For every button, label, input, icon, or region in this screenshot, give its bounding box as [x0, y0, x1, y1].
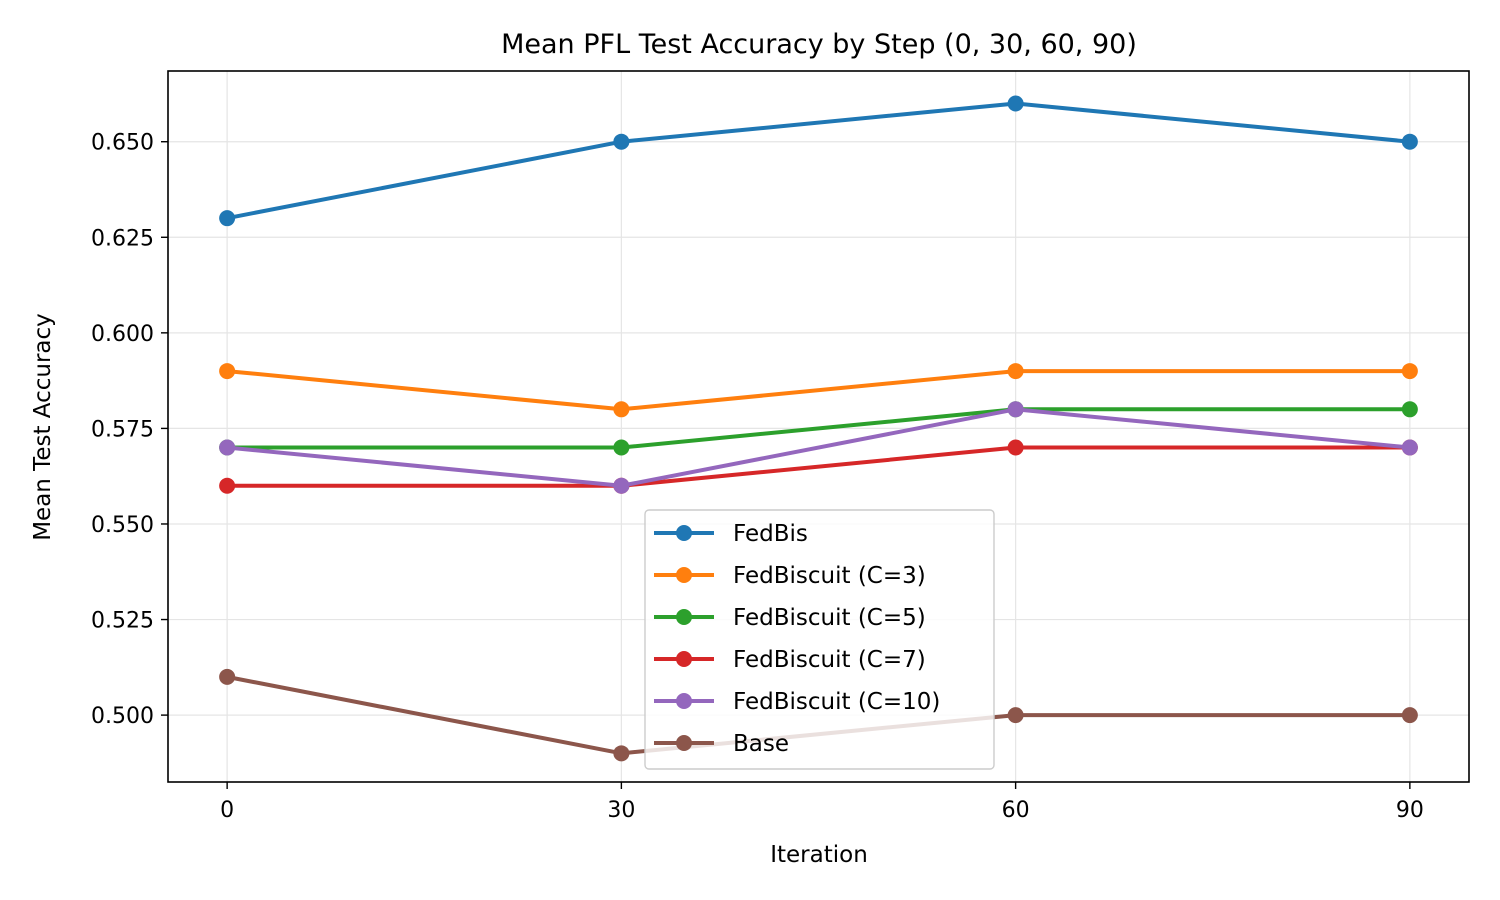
legend-item: FedBis [654, 521, 808, 547]
y-tick-label: 0.600 [91, 322, 154, 347]
data-point [219, 477, 236, 494]
data-point [219, 363, 236, 380]
series-4 [219, 401, 1418, 494]
grid-layer [168, 71, 1469, 782]
series-line [225, 445, 1412, 488]
data-point [1007, 707, 1024, 724]
x-tick-label: 90 [1396, 798, 1424, 823]
legend-item: FedBiscuit (C=10) [654, 689, 940, 715]
data-point [219, 210, 236, 227]
series-line [225, 369, 1412, 412]
x-axis-title: Iteration [770, 842, 868, 868]
data-point [1401, 439, 1418, 456]
series-1 [219, 363, 1418, 418]
x-tick-label: 30 [607, 798, 635, 823]
legend-label: Base [733, 731, 789, 757]
series-line [225, 101, 1412, 221]
data-point [1007, 401, 1024, 418]
y-tick-label: 0.500 [91, 704, 154, 729]
y-tick-label: 0.625 [91, 226, 154, 251]
data-point [1401, 363, 1418, 380]
legend-label: FedBiscuit (C=3) [733, 563, 926, 589]
legend-swatch-marker [676, 525, 692, 541]
plot-frame [167, 70, 1470, 783]
data-point [1401, 401, 1418, 418]
data-point [613, 439, 630, 456]
data-point [613, 133, 630, 150]
data-point [613, 745, 630, 762]
legend: FedBis FedBiscuit (C=3) FedBiscuit (C=5) Fe… [644, 509, 995, 770]
legend-item: FedBiscuit (C=3) [654, 563, 926, 589]
y-axis-title: Mean Test Accuracy [30, 313, 56, 541]
y-tick-label: 0.575 [91, 417, 154, 442]
series-line [225, 407, 1412, 488]
chart-title: Mean PFL Test Accuracy by Step (0, 30, 6… [501, 29, 1137, 60]
series-line [225, 407, 1412, 450]
legend-swatch-marker [676, 651, 692, 667]
data-point [1401, 133, 1418, 150]
x-tick-label: 60 [1002, 798, 1030, 823]
legend-swatch-marker [676, 567, 692, 583]
data-point [1007, 95, 1024, 112]
data-point [219, 439, 236, 456]
legend-item: FedBiscuit (C=7) [654, 647, 926, 673]
data-point [219, 668, 236, 685]
legend-label: FedBis [733, 521, 808, 547]
legend-item: Base [654, 731, 789, 757]
legend-label: FedBiscuit (C=5) [733, 605, 926, 631]
legend-item: FedBiscuit (C=5) [654, 605, 926, 631]
data-point [1401, 707, 1418, 724]
legend-swatch-marker [676, 693, 692, 709]
y-tick-label: 0.550 [91, 513, 154, 538]
legend-swatch-marker [676, 609, 692, 625]
legend-label: FedBiscuit (C=10) [733, 689, 940, 715]
series-0 [219, 95, 1418, 227]
legend-box [644, 509, 995, 770]
data-point [1007, 439, 1024, 456]
x-tick-label: 0 [220, 798, 234, 823]
series-layer [219, 95, 1418, 762]
y-tick-label: 0.650 [91, 131, 154, 156]
legend-swatch-marker [676, 735, 692, 751]
data-point [1007, 363, 1024, 380]
y-tick-label: 0.525 [91, 609, 154, 634]
tick-layer: 0 30 60 90 0.500 0.525 0.550 0.575 0.600 0.625 0.6… [91, 131, 1424, 823]
data-point [613, 477, 630, 494]
data-point [613, 401, 630, 418]
legend-label: FedBiscuit (C=7) [733, 647, 926, 673]
